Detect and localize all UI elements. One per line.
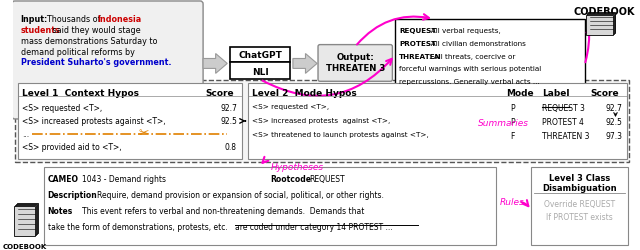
Bar [15,206,36,235]
Text: 92.7: 92.7 [605,104,622,113]
Text: PROTEST 4: PROTEST 4 [542,118,584,126]
Bar [230,63,290,80]
Text: Level 3 Class: Level 3 Class [549,173,611,182]
Text: 97.3: 97.3 [605,131,622,140]
Text: demand political reforms by: demand political reforms by [20,48,134,56]
Text: <S> increased protests  against <T>,: <S> increased protests against <T>, [252,118,390,124]
Text: Indonesia: Indonesia [97,15,141,24]
Text: <S> increased protests against <T>,: <S> increased protests against <T>, [22,116,166,126]
Text: This event refers to verbal and non-threatening demands.  Demands that: This event refers to verbal and non-thre… [83,206,365,215]
Text: 92.7: 92.7 [220,104,237,113]
Text: Score: Score [205,89,234,98]
Text: Disambiguation: Disambiguation [543,184,617,193]
Text: Input:: Input: [20,15,48,24]
Text: <S> requested <T>,: <S> requested <T>, [252,104,330,110]
Text: 0.8: 0.8 [225,142,237,151]
Bar [588,14,614,34]
Text: Mode: Mode [506,89,534,98]
Text: : All threats, coercive or: : All threats, coercive or [429,53,516,59]
Bar [16,204,37,234]
Bar [588,13,616,32]
Text: Output:: Output: [337,53,374,62]
Text: ...: ... [22,129,29,138]
Text: forceful warnings with serious potential: forceful warnings with serious potential [399,66,541,72]
Text: <S> threatened to launch protests against <T>,: <S> threatened to launch protests agains… [252,131,429,137]
Text: mass demonstrations Saturday to: mass demonstrations Saturday to [20,36,157,46]
Bar [531,167,628,245]
Text: 1043 - Demand rights: 1043 - Demand rights [83,175,166,184]
Text: are coded under category 14 PROTEST ...: are coded under category 14 PROTEST ... [235,222,392,231]
Text: ChatGPT: ChatGPT [238,51,282,60]
Text: F: F [510,131,515,140]
Text: Summaries: Summaries [478,118,529,128]
Text: Override REQUEST: Override REQUEST [544,200,615,208]
Bar [586,16,612,36]
Text: said they would stage: said they would stage [49,26,140,35]
Text: : All civilian demonstrations: : All civilian demonstrations [426,40,525,46]
Text: P: P [510,118,515,126]
Text: Label: Label [542,89,570,98]
Bar [14,206,35,236]
Text: Require, demand provision or expansion of social, political, or other rights.: Require, demand provision or expansion o… [97,190,384,200]
Text: REQUEST: REQUEST [399,28,436,34]
Text: students: students [20,26,60,35]
Text: CODEBOOK: CODEBOOK [3,243,47,249]
Text: Score: Score [591,89,620,98]
Bar [230,48,290,63]
Text: NLI: NLI [252,68,268,76]
Text: <S> provided aid to <T>,: <S> provided aid to <T>, [22,142,122,151]
Text: REQUEST 3: REQUEST 3 [542,104,585,113]
Text: THREATEN 3: THREATEN 3 [542,131,589,140]
Text: repercussions. Generally verbal acts ...: repercussions. Generally verbal acts ... [399,79,540,85]
Text: <S> requested <T>,: <S> requested <T>, [22,104,103,113]
Text: THREATEN 3: THREATEN 3 [326,64,385,73]
Text: ✂: ✂ [139,127,149,140]
Text: Rules: Rules [500,197,524,206]
Text: CODEBOOK: CODEBOOK [573,7,635,17]
FancyBboxPatch shape [12,2,203,120]
Text: THREATEN: THREATEN [399,53,442,59]
Polygon shape [203,54,227,74]
Text: President Suharto's government.: President Suharto's government. [20,58,171,67]
Bar [44,167,496,245]
Text: If PROTEST exists: If PROTEST exists [547,212,613,221]
Text: REQUEST: REQUEST [309,175,345,184]
Bar [18,84,242,159]
Text: Rootcode: Rootcode [271,175,312,184]
Bar [586,15,614,34]
Text: CAMEO: CAMEO [47,175,79,184]
Polygon shape [293,54,317,74]
Text: take the form of demonstrations, protests, etc.: take the form of demonstrations, protest… [47,222,230,231]
Text: Level 2  Mode Hypos: Level 2 Mode Hypos [252,89,357,98]
Text: 92.5: 92.5 [605,118,622,126]
Text: P: P [510,104,515,113]
Bar [17,204,38,233]
Text: : All verbal requests,: : All verbal requests, [426,28,500,34]
FancyBboxPatch shape [318,46,392,82]
Text: Hypotheses: Hypotheses [271,162,324,171]
Text: 92.5: 92.5 [220,116,237,126]
Bar [15,81,629,162]
Bar [396,20,584,112]
Text: Description: Description [47,190,97,200]
Text: Thousands of: Thousands of [42,15,103,24]
Text: Notes: Notes [47,206,73,215]
Text: Level 1  Context Hypos: Level 1 Context Hypos [22,89,140,98]
Bar [248,84,627,159]
Text: PROTEST: PROTEST [399,40,436,46]
